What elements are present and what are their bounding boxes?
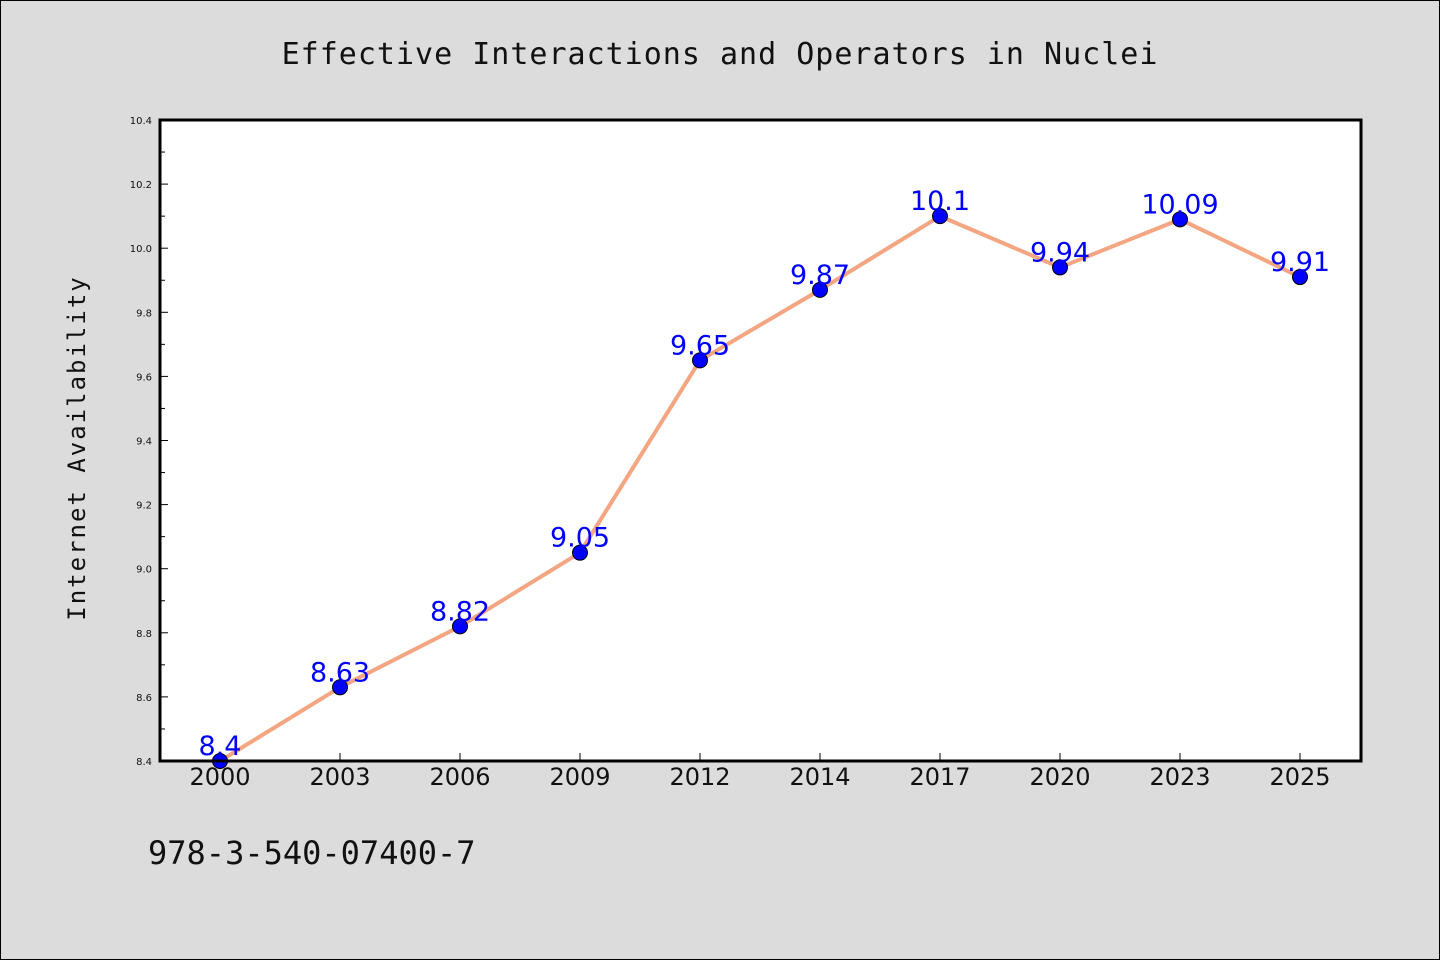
- y-tick-label: 10.2: [130, 180, 152, 191]
- data-point-2025: [1292, 269, 1308, 286]
- y-axis-label: Internet Availability: [63, 275, 91, 620]
- data-point-2017: [932, 208, 948, 225]
- series-line: [218, 214, 1301, 763]
- data-point-2020: [1052, 259, 1068, 276]
- x-tick-label: 2003: [309, 763, 370, 791]
- data-label-2014: 9.87: [790, 260, 850, 291]
- x-tick-label: 2017: [909, 763, 970, 791]
- series-markers: [212, 208, 1308, 769]
- chart-title: Effective Interactions and Operators in …: [282, 37, 1159, 72]
- y-tick-label: 9.2: [136, 501, 152, 512]
- y-tick-label: 8.6: [136, 693, 152, 704]
- y-tick-label: 10.0: [130, 244, 152, 255]
- x-tick-label: 2023: [1149, 763, 1210, 791]
- data-point-2014: [812, 281, 828, 298]
- data-label-2009: 9.05: [550, 523, 610, 554]
- data-label-2003: 8.63: [310, 657, 370, 688]
- plot-frame: [158, 118, 1363, 763]
- data-label-2025: 9.91: [1270, 247, 1330, 278]
- data-label-2006: 8.82: [430, 596, 490, 627]
- data-point-2003: [332, 679, 348, 696]
- data-label-2023: 10.09: [1141, 189, 1218, 220]
- x-tick-label: 2025: [1269, 763, 1330, 791]
- data-point-2023: [1172, 211, 1188, 228]
- data-labels: 8.4 8.63 8.82 9.05 9.65 9.87 10.1 9.94 10.09 9.91: [199, 186, 1331, 762]
- data-point-2012: [692, 352, 708, 369]
- data-label-2020: 9.94: [1030, 237, 1090, 268]
- x-tick-label: 2012: [669, 763, 730, 791]
- y-tick-label: 8.8: [136, 629, 152, 640]
- x-tick-label: 2009: [549, 763, 610, 791]
- x-axis: 2000 2003 2006 2009 2012 2014 2017 2020 2023 2025: [189, 753, 1331, 791]
- x-tick-label: 2014: [789, 763, 850, 791]
- y-tick-label: 9.6: [136, 372, 152, 383]
- data-label-2000: 8.4: [199, 731, 242, 762]
- footer-isbn: 978-3-540-07400-7: [148, 834, 476, 872]
- x-tick-label: 2006: [429, 763, 490, 791]
- data-label-2012: 9.65: [670, 330, 730, 361]
- x-tick-label: 2020: [1029, 763, 1090, 791]
- data-label-2017: 10.1: [910, 186, 970, 217]
- data-point-2009: [572, 544, 588, 561]
- y-tick-label: 9.0: [136, 565, 152, 576]
- y-tick-label: 10.4: [130, 116, 152, 127]
- y-tick-label: 9.4: [136, 437, 152, 448]
- data-point-2006: [452, 618, 468, 635]
- y-tick-label: 9.8: [136, 308, 152, 319]
- y-tick-label: 8.4: [136, 757, 152, 768]
